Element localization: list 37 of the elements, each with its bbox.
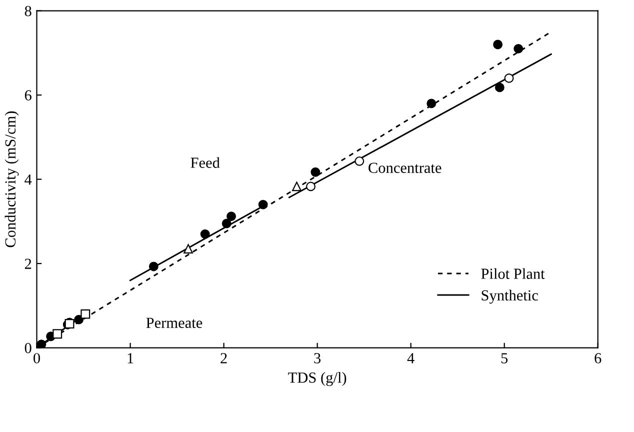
- annotation: Feed: [190, 157, 220, 168]
- x-tick-label: 2: [220, 353, 227, 364]
- point: [306, 182, 316, 192]
- point: [148, 262, 158, 272]
- y-tick-label: 6: [24, 90, 32, 100]
- point: [504, 73, 514, 83]
- legend-label: Pilot Plant: [481, 268, 545, 279]
- x-tick-label: 5: [501, 353, 508, 364]
- x-tick-label: 3: [314, 353, 321, 364]
- y-tick-label: 8: [24, 6, 32, 16]
- point: [493, 40, 503, 50]
- point: [36, 340, 46, 348]
- point: [310, 167, 320, 177]
- x-tick-label: 6: [594, 353, 602, 364]
- annotation: Concentrate: [368, 162, 442, 173]
- point: [426, 98, 436, 108]
- point: [514, 44, 524, 54]
- point: [258, 200, 268, 210]
- y-tick-label: 4: [24, 174, 32, 185]
- x-tick-label: 4: [407, 353, 414, 364]
- legend-label: Synthetic: [482, 290, 538, 304]
- point: [354, 156, 364, 166]
- point: [200, 229, 210, 239]
- point: [52, 329, 62, 339]
- y-axis-title: Conductivity (mS/cm): [4, 111, 19, 248]
- point: [184, 244, 193, 254]
- x-axis-title: TDS (g/l): [288, 372, 346, 386]
- point: [80, 309, 90, 319]
- point: [226, 212, 236, 222]
- point: [222, 218, 232, 228]
- point: [292, 182, 302, 192]
- y-tick-label: 2: [24, 258, 32, 269]
- y-tick-label: 0: [24, 342, 32, 354]
- point: [494, 82, 504, 92]
- x-tick-label: 0: [34, 353, 40, 364]
- annotation: Permeate: [146, 318, 202, 328]
- x-tick-label: 1: [128, 353, 134, 364]
